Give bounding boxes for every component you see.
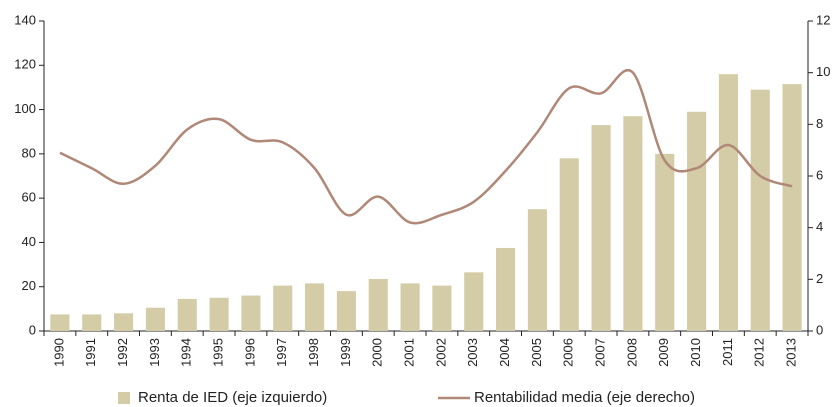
x-tick-label: 1998 (306, 338, 321, 367)
x-tick-label: 1993 (147, 338, 162, 367)
y2-tick-label: 0 (816, 322, 823, 337)
y-tick-label: 120 (14, 57, 36, 72)
x-tick-label: 2002 (433, 338, 448, 367)
x-tick-label: 1991 (83, 338, 98, 367)
bar (273, 285, 293, 331)
bar (655, 153, 675, 331)
x-tick-label: 2011 (720, 338, 735, 366)
x-tick-label: 1995 (211, 338, 226, 367)
x-tick-label: 2010 (688, 338, 703, 367)
x-tick-label: 1992 (115, 338, 130, 367)
y-tick-label: 0 (29, 322, 36, 337)
x-tick-label: 2008 (624, 338, 639, 367)
bar (496, 247, 516, 331)
bar (114, 313, 134, 331)
x-tick-label: 2012 (752, 338, 767, 367)
x-tick-label: 2009 (656, 338, 671, 367)
bar (782, 84, 802, 331)
bar (50, 314, 70, 331)
y-tick-label: 100 (14, 101, 36, 116)
x-tick-label: 1997 (274, 338, 289, 367)
bar (400, 283, 420, 331)
bar (177, 298, 197, 331)
bar (241, 295, 261, 331)
bar (209, 297, 229, 331)
bar (750, 89, 770, 332)
y-tick-label: 40 (22, 234, 36, 249)
x-tick-label: 2001 (402, 338, 417, 367)
bar (432, 285, 452, 331)
y-tick-label: 140 (14, 12, 36, 27)
bar (368, 278, 388, 331)
x-tick-label: 2003 (465, 338, 480, 367)
bar (464, 272, 484, 331)
x-tick-label: 1999 (338, 338, 353, 367)
bar (559, 158, 579, 331)
y-tick-label: 80 (22, 145, 36, 160)
legend-label: Rentabilidad media (eje derecho) (474, 389, 695, 406)
y2-tick-label: 6 (816, 167, 823, 182)
bar (82, 314, 102, 331)
bar (145, 307, 165, 331)
y2-tick-label: 4 (816, 219, 823, 234)
y2-tick-label: 2 (816, 271, 823, 286)
x-tick-label: 1990 (51, 338, 66, 367)
x-tick-label: 2000 (370, 338, 385, 367)
y2-tick-label: 12 (816, 12, 830, 27)
legend-swatch (118, 392, 130, 404)
x-tick-label: 1994 (179, 338, 194, 367)
x-tick-label: 2007 (593, 338, 608, 367)
bar (527, 209, 547, 331)
legend-label: Renta de IED (eje izquierdo) (138, 389, 327, 406)
x-tick-label: 1996 (242, 338, 257, 367)
x-tick-label: 2004 (497, 338, 512, 367)
y2-tick-label: 8 (816, 116, 823, 131)
line (59, 68, 793, 225)
bar (305, 283, 325, 331)
bar (591, 125, 611, 331)
bar (336, 291, 356, 331)
bar (687, 111, 707, 332)
y-tick-label: 20 (22, 278, 36, 293)
x-tick-label: 2005 (529, 338, 544, 367)
y2-tick-label: 10 (816, 64, 830, 79)
x-tick-label: 2006 (561, 338, 576, 367)
y-tick-label: 60 (22, 190, 36, 205)
x-tick-label: 2013 (784, 338, 799, 367)
bar (718, 74, 738, 332)
bar (623, 116, 643, 331)
